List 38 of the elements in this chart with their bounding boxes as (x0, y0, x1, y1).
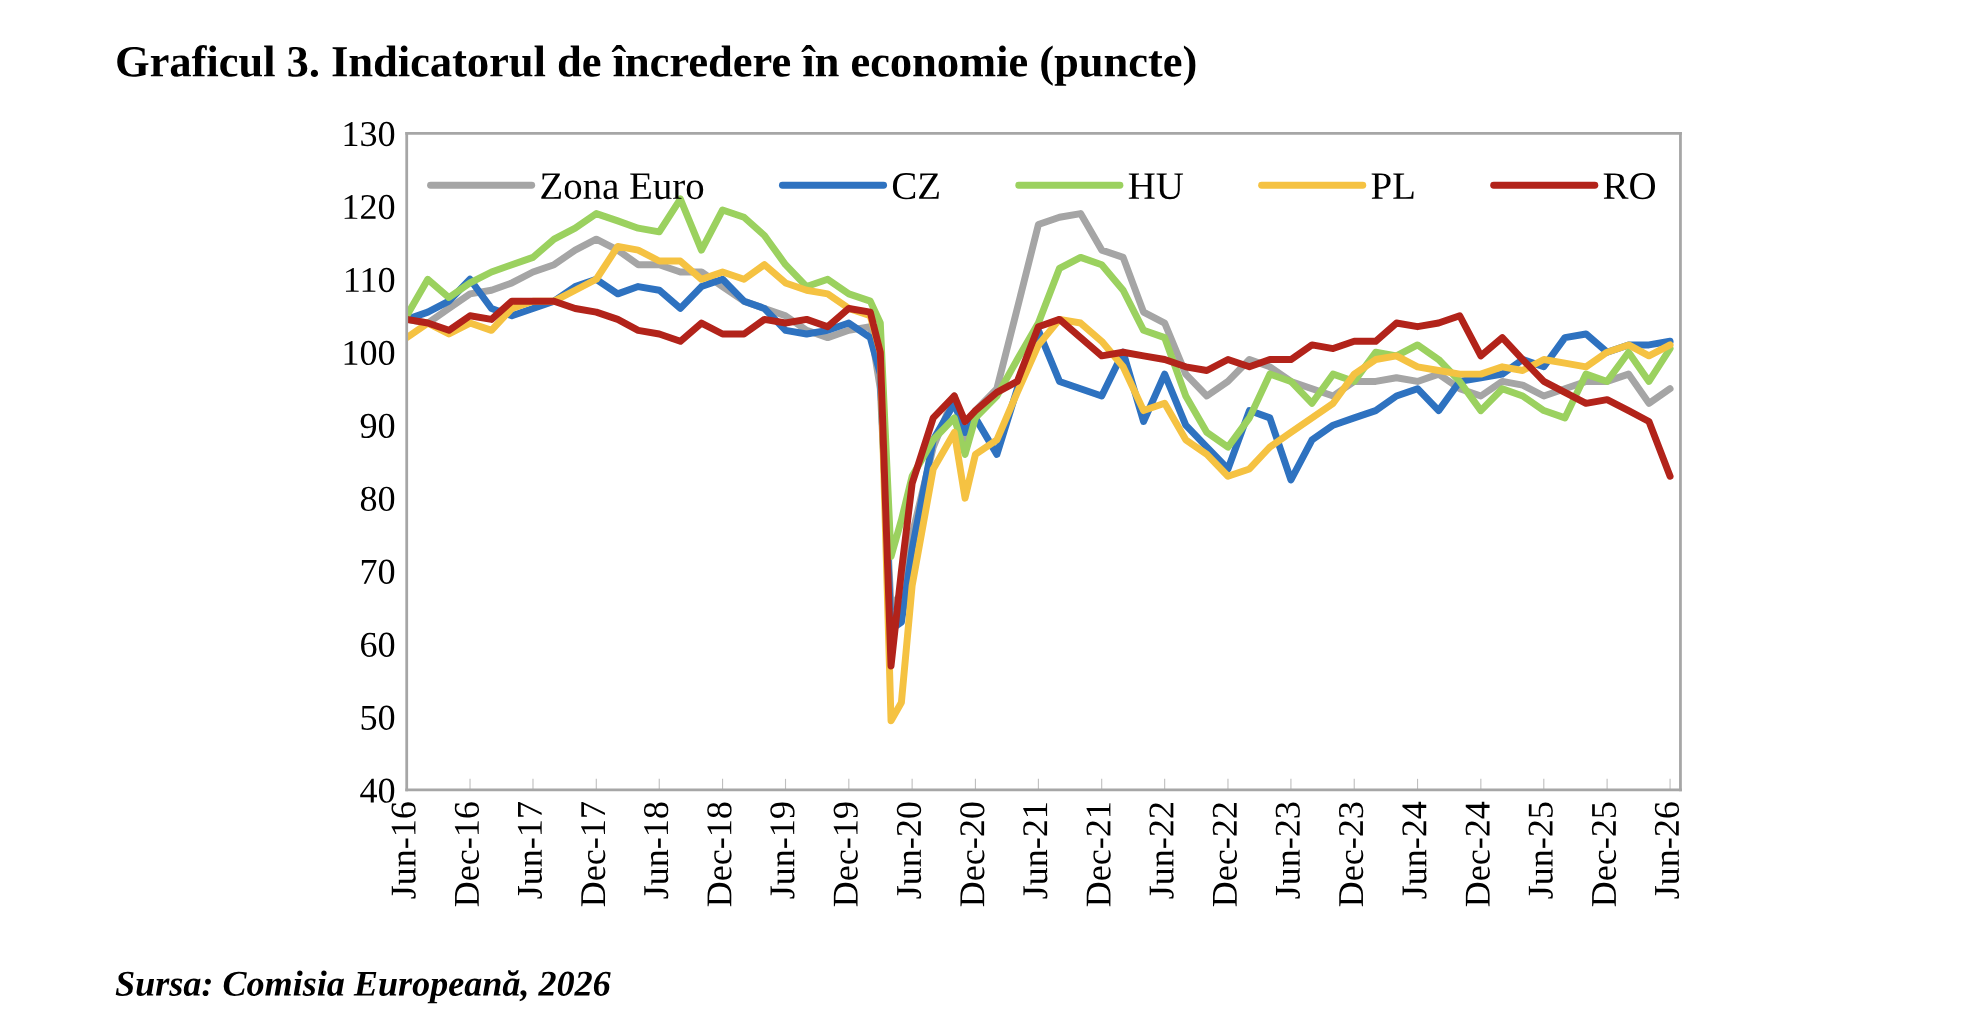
x-tick-label: Jun-25 (1528, 802, 1553, 899)
x-tick-label: Dec-19 (833, 802, 858, 907)
x-tick-label: Jun-23 (1275, 802, 1300, 899)
y-tick-label: 80 (360, 486, 395, 512)
y-tick-label: 60 (361, 632, 395, 657)
legend-label: HU (1128, 173, 1184, 200)
x-tick-label: Jun-22 (1149, 803, 1174, 899)
x-tick-label: Jun-20 (896, 802, 922, 899)
x-tick-label: Dec-24 (1465, 801, 1490, 907)
y-tick-label: 70 (361, 559, 395, 584)
x-tick-label: Jun-19 (770, 802, 795, 899)
x-tick-label: Dec-16 (454, 802, 480, 907)
x-tick-label: Dec-25 (1591, 802, 1617, 907)
y-tick-label: 90 (360, 413, 395, 439)
text: Sursa: Comisia Europeană, 2026 (115, 970, 611, 1004)
y-tick-label: 130 (344, 121, 395, 147)
x-tick-label: Jun-18 (643, 802, 669, 899)
y-tick-label: 40 (360, 778, 395, 803)
y-tick-label: 50 (361, 705, 395, 730)
x-tick-label: Dec-18 (707, 802, 732, 907)
x-tick-label: Jun-26 (1654, 802, 1680, 899)
y-tick-label: 100 (344, 340, 395, 366)
x-tick-label: Dec-20 (960, 802, 985, 907)
x-tick-label: Dec-21 (1086, 803, 1111, 907)
x-tick-label: Dec-17 (581, 802, 606, 907)
y-tick-label: 110 (345, 267, 395, 293)
chart-title: Graficul 3. Indicatorul de încredere în economie (puncte) (117, 45, 1196, 86)
x-tick-label: Dec-22 (1212, 803, 1238, 907)
legend-label: PL (1371, 173, 1414, 199)
legend-label: RO (1603, 173, 1655, 200)
legend-label: CZ (892, 173, 939, 200)
x-tick-label: Dec-23 (1339, 802, 1364, 907)
x-tick-label: Jun-16 (391, 802, 416, 899)
x-tick-label: Jun-21 (1023, 803, 1048, 899)
x-tick-label: Jun-17 (517, 802, 543, 899)
y-tick-label: 120 (344, 194, 395, 220)
x-tick-label: Jun-24 (1402, 801, 1427, 899)
legend-label: Zona Euro (541, 173, 704, 200)
